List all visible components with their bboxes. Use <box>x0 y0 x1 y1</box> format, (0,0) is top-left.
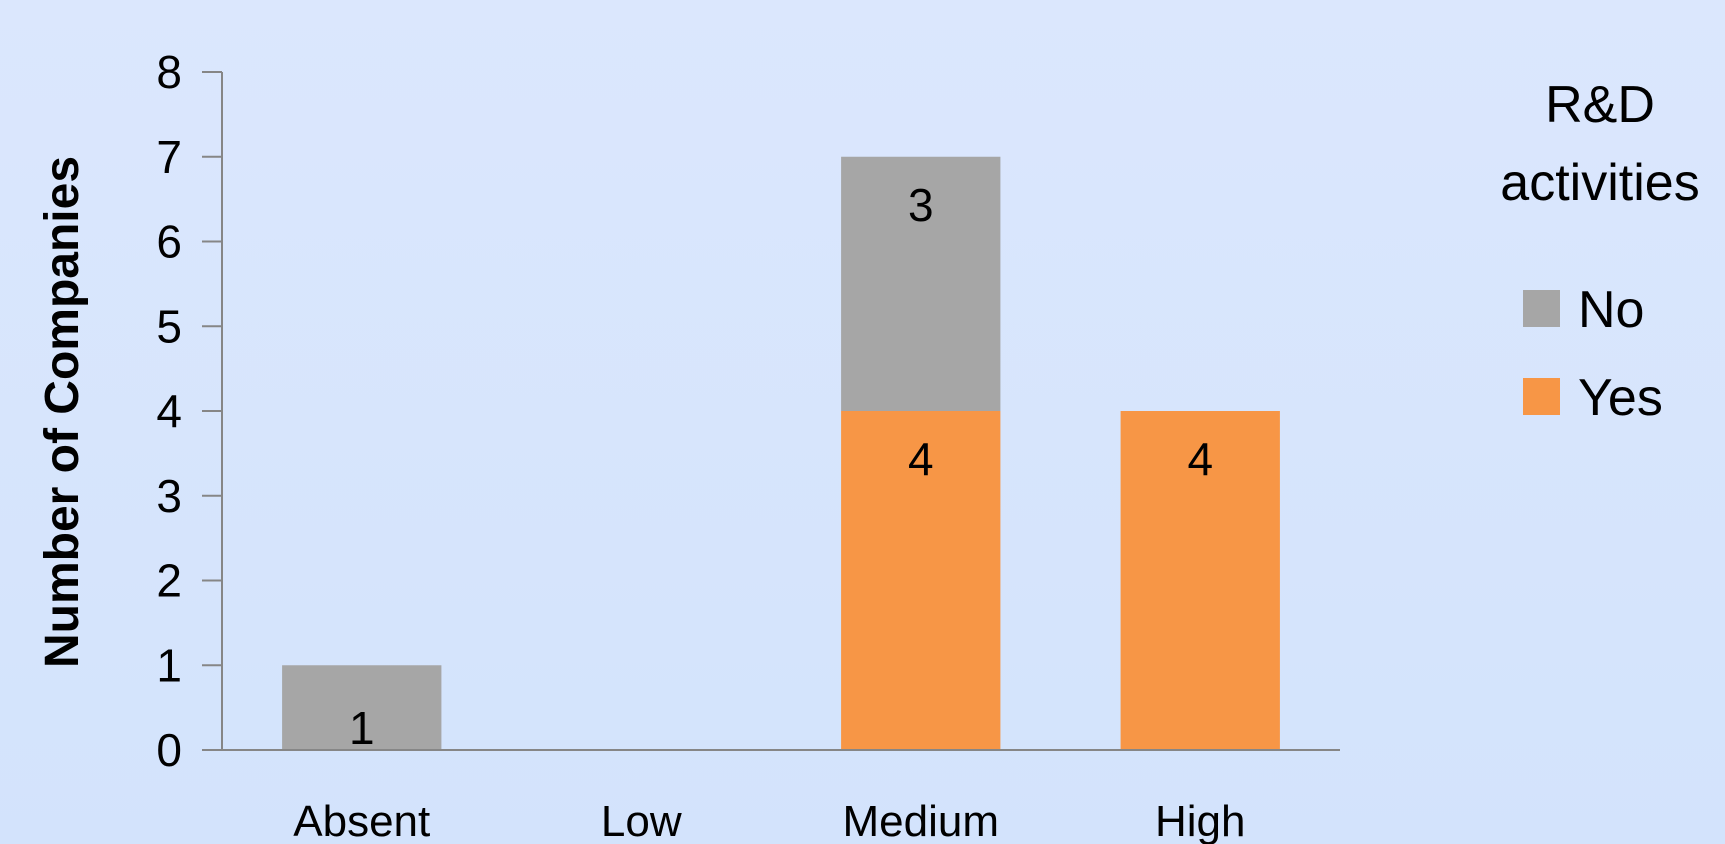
x-category-label-low: Low <box>601 797 682 844</box>
data-label-yes-medium: 4 <box>908 433 934 485</box>
x-category-label-medium: Medium <box>843 797 1000 844</box>
bar-yes-medium <box>841 411 1001 750</box>
y-tick-label: 6 <box>156 216 182 268</box>
y-tick-label: 2 <box>156 555 182 607</box>
y-tick-label: 7 <box>156 131 182 183</box>
y-tick-label: 1 <box>156 639 182 691</box>
bar-no-absent <box>282 665 442 750</box>
data-label-no-medium: 3 <box>908 179 934 231</box>
legend-swatch-no <box>1523 290 1560 327</box>
data-label-no-absent: 1 <box>349 702 375 754</box>
legend-label-no: No <box>1578 281 1644 339</box>
bar-yes-high <box>1120 411 1280 750</box>
y-tick-label: 5 <box>156 300 182 352</box>
legend: R&D activities No Yes <box>1500 76 1699 427</box>
y-tick-label: 8 <box>156 46 182 98</box>
data-label-yes-high: 4 <box>1187 433 1213 485</box>
legend-title-line-1: R&D <box>1545 76 1655 134</box>
plot-area: 0 1 2 3 4 5 6 7 8 1 Absent Low 4 3 Medium 4 High <box>156 46 1340 844</box>
legend-title-line-2: activities <box>1500 154 1699 212</box>
y-tick-label: 0 <box>156 724 182 776</box>
x-category-label-absent: Absent <box>293 797 430 844</box>
x-category-label-high: High <box>1155 797 1246 844</box>
legend-label-yes: Yes <box>1578 369 1663 427</box>
y-tick-label: 4 <box>156 385 182 437</box>
bar-no-medium <box>841 156 1001 411</box>
y-axis-title: Number of Companies <box>36 156 89 668</box>
y-tick-label: 3 <box>156 470 182 522</box>
legend-swatch-yes <box>1523 378 1560 415</box>
